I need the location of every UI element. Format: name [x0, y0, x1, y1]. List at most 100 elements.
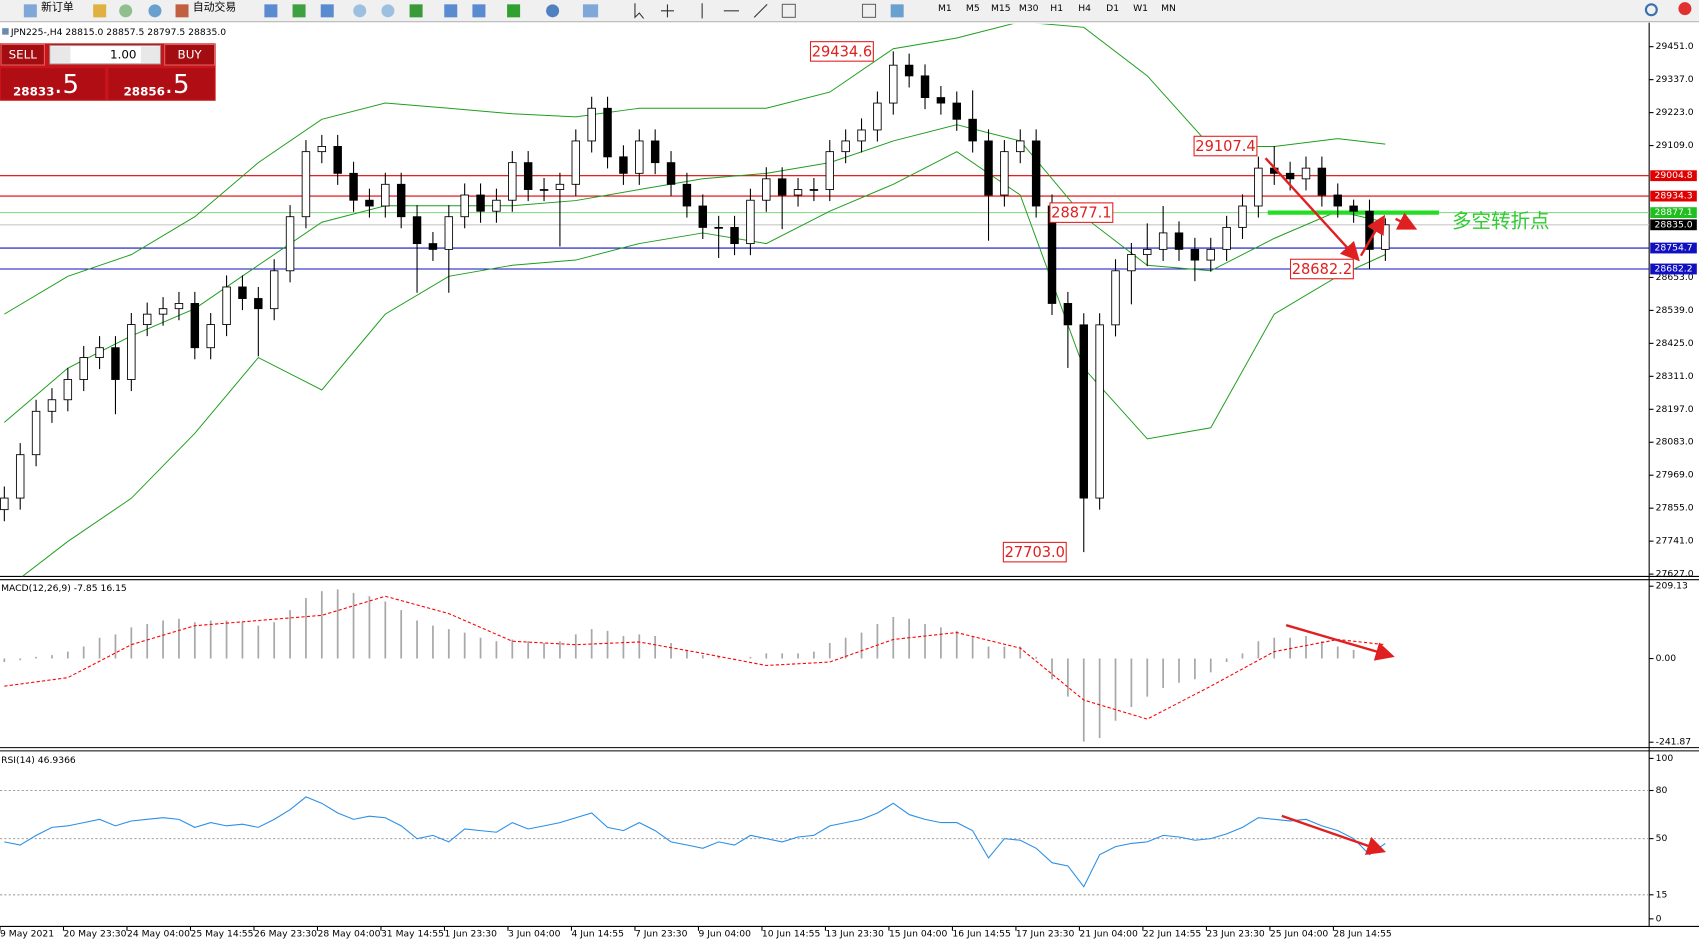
candle-body	[396, 183, 406, 218]
lots-value[interactable]: 1.00	[110, 48, 137, 62]
icon[interactable]	[781, 3, 796, 18]
x-tick-label: 26 May 23:30	[254, 928, 317, 939]
y-tick-label: 29223.0	[1656, 107, 1694, 118]
buy-price-box[interactable]	[108, 68, 215, 100]
candle-body	[190, 303, 200, 349]
icon[interactable]	[582, 4, 599, 18]
candle-body	[793, 189, 803, 196]
icon[interactable]	[409, 4, 423, 18]
bollinger-middle	[4, 124, 1386, 423]
y-tick-label: -241.87	[1656, 737, 1692, 748]
timeframe-button[interactable]: H1	[1050, 3, 1063, 14]
candle-body	[730, 226, 739, 245]
sell-button[interactable]	[0, 43, 45, 66]
icon[interactable]	[292, 4, 306, 18]
y-tick-label: 28539.0	[1656, 305, 1694, 316]
bid-price[interactable]: 28833	[13, 85, 54, 99]
icon[interactable]	[381, 4, 395, 18]
timeframe-button[interactable]: M5	[966, 3, 980, 14]
price-tag	[1650, 219, 1697, 231]
plot: 29451.0 29337.0 29223.0 29109.0 28653.0 28539…	[0, 23, 1697, 939]
icon[interactable]	[507, 4, 521, 18]
alert-badge[interactable]	[1678, 2, 1692, 16]
ask-price[interactable]: 28856	[124, 85, 165, 99]
icon[interactable]	[660, 4, 674, 18]
rsi-label: RSI(14) 46.9366	[1, 755, 76, 766]
timeframe-button[interactable]: W1	[1133, 3, 1148, 14]
icon[interactable]	[890, 4, 904, 18]
trend-arrow	[1359, 214, 1386, 257]
candle-body	[349, 172, 358, 201]
x-tick-label: 9 May 2021	[0, 928, 54, 939]
y-tick-label: 80	[1656, 785, 1668, 796]
timeframe-button[interactable]: MN	[1161, 3, 1176, 14]
candle-body	[1063, 303, 1073, 326]
candle-body	[762, 178, 771, 201]
sell-price-box[interactable]	[1, 68, 106, 100]
candle-body	[857, 129, 866, 142]
y-tick-label: 0.00	[1656, 653, 1677, 664]
trend-arrow	[1285, 624, 1395, 661]
y-tick-label: 27969.0	[1656, 470, 1694, 481]
timeframe-button[interactable]: D1	[1106, 3, 1119, 14]
icon[interactable]	[264, 4, 278, 18]
icon[interactable]	[861, 3, 877, 18]
candle-body	[142, 313, 152, 325]
y-tick-label: 27855.0	[1656, 503, 1694, 514]
candle-body	[47, 399, 57, 412]
price-tag-label: 28754.7	[1655, 243, 1693, 254]
icon[interactable]	[353, 4, 367, 18]
icon[interactable]	[23, 4, 37, 18]
icon[interactable]	[634, 3, 645, 19]
candle-body	[666, 162, 676, 185]
candle-body	[809, 189, 819, 191]
trade-panel: SELL 1.00 BUY 28833 .5 28856 .5	[0, 43, 216, 101]
candle-body	[1174, 232, 1184, 250]
candle-body	[523, 162, 533, 190]
candle-body	[603, 107, 612, 158]
candle-body	[777, 178, 787, 196]
timeframe-button[interactable]: H4	[1078, 3, 1091, 14]
timeframe-button[interactable]: M15	[991, 3, 1011, 14]
toolbar-button[interactable]: 新订单	[41, 0, 74, 14]
candle-body	[222, 286, 231, 325]
y-tick-label: 28083.0	[1656, 437, 1694, 448]
timeframe-button[interactable]: M1	[938, 3, 952, 14]
candle-body	[1333, 194, 1342, 207]
ask-fraction[interactable]: .5	[165, 70, 190, 100]
x-tick-label: 10 Jun 14:55	[762, 928, 821, 939]
lots-input[interactable]	[49, 44, 161, 65]
sell-label[interactable]: SELL	[9, 48, 38, 62]
candle-body	[1158, 232, 1168, 250]
icon[interactable]	[472, 4, 486, 18]
icon[interactable]	[753, 3, 768, 18]
buy-label[interactable]: BUY	[178, 48, 203, 62]
x-tick-label: 17 Jun 23:30	[1016, 928, 1075, 939]
icon[interactable]	[444, 4, 458, 18]
search-icon[interactable]	[1644, 3, 1658, 17]
icon[interactable]	[320, 4, 334, 18]
candle-body	[682, 183, 692, 207]
icon[interactable]	[148, 4, 162, 18]
price-annotation-box	[1193, 135, 1258, 157]
candle-body	[1143, 248, 1152, 256]
y-tick-label: 27741.0	[1656, 536, 1694, 547]
y-tick-label: 15	[1656, 889, 1668, 900]
candle-body	[238, 286, 247, 299]
buy-button[interactable]	[164, 43, 216, 66]
lots-down[interactable]	[50, 46, 71, 63]
trend-arrow	[1281, 814, 1387, 855]
toolbar-button[interactable]: 自动交易	[193, 0, 236, 14]
icon[interactable]	[175, 4, 189, 18]
candle-body	[254, 298, 263, 310]
icon[interactable]	[119, 4, 133, 18]
icon[interactable]	[546, 4, 560, 18]
bid-fraction[interactable]: .5	[54, 70, 79, 100]
candle-body	[587, 107, 596, 142]
x-tick-label: 7 Jun 23:30	[635, 928, 688, 939]
y-tick-label: 209.13	[1656, 581, 1688, 592]
x-tick-label: 28 May 04:00	[317, 928, 380, 939]
timeframe-button[interactable]: M30	[1019, 3, 1039, 14]
icon[interactable]	[93, 4, 107, 18]
lots-up[interactable]	[140, 46, 160, 63]
